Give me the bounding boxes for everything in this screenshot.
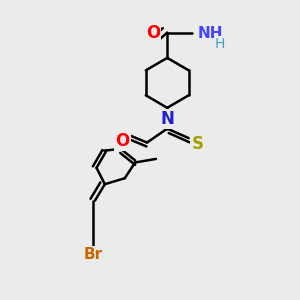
Text: NH: NH: [198, 26, 223, 41]
Text: Br: Br: [83, 247, 103, 262]
Text: O: O: [116, 132, 130, 150]
Text: O: O: [146, 25, 160, 43]
Text: S: S: [192, 135, 204, 153]
Text: N: N: [160, 110, 174, 128]
Text: H: H: [215, 38, 225, 52]
